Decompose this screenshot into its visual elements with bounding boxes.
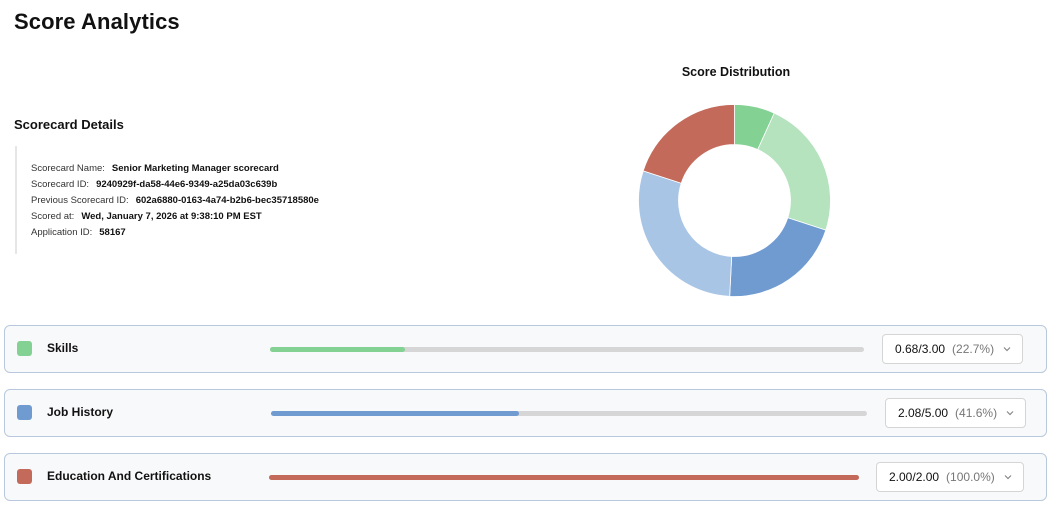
score-percent: (100.0%): [946, 470, 995, 484]
detail-value: Wed, January 7, 2026 at 9:38:10 PM EST: [81, 211, 262, 222]
chevron-down-icon: [1004, 475, 1012, 480]
score-value: 2.00/2.00: [889, 470, 940, 484]
detail-key: Scorecard ID:: [31, 179, 90, 190]
donut-segment-1[interactable]: [757, 112, 831, 231]
page-title: Score Analytics: [14, 9, 180, 34]
score-progress-bar: [270, 347, 864, 352]
score-dropdown[interactable]: 0.68/3.00 (22.7%): [882, 334, 1024, 364]
score-progress-fill: [271, 411, 519, 416]
detail-value: 58167: [99, 227, 126, 238]
category-row-education-and-certifications[interactable]: Education And Certifications 2.00/2.00 (…: [4, 453, 1047, 501]
category-row-skills[interactable]: Skills 0.68/3.00 (22.7%): [4, 325, 1047, 373]
chevron-down-icon: [1006, 411, 1014, 416]
category-label: Skills: [47, 341, 79, 355]
donut-segment-4[interactable]: [642, 104, 735, 184]
detail-value: 9240929f-da58-44e6-9349-a25da03c639b: [96, 179, 278, 190]
detail-key: Previous Scorecard ID:: [31, 195, 129, 206]
detail-row-scored-at: Scored at: Wed, January 7, 2026 at 9:38:1…: [31, 209, 435, 225]
score-percent: (22.7%): [952, 342, 995, 356]
score-value: 2.08/5.00: [898, 406, 949, 420]
category-row-job-history[interactable]: Job History 2.08/5.00 (41.6%): [4, 389, 1047, 437]
score-dropdown[interactable]: 2.00/2.00 (100.0%): [876, 462, 1024, 492]
detail-row-application-id: Application ID: 58167: [31, 225, 435, 241]
category-color-swatch: [17, 341, 32, 356]
detail-value: 602a6880-0163-4a74-b2b6-bec35718580e: [135, 195, 319, 206]
donut-segment-3[interactable]: [638, 170, 733, 297]
category-label: Education And Certifications: [47, 469, 212, 483]
detail-key: Application ID:: [31, 227, 93, 238]
detail-row-scorecard-name: Scorecard Name: Senior Marketing Manager …: [31, 161, 435, 177]
detail-key: Scored at:: [31, 211, 75, 222]
chevron-down-icon: [1003, 347, 1011, 352]
detail-row-previous-scorecard-id: Previous Scorecard ID: 602a6880-0163-4a74…: [31, 193, 435, 209]
scorecard-details-title: Scorecard Details: [14, 117, 124, 132]
score-progress-bar: [269, 475, 859, 480]
score-dropdown[interactable]: 2.08/5.00 (41.6%): [885, 398, 1027, 428]
detail-value: Senior Marketing Manager scorecard: [111, 163, 279, 174]
score-distribution-donut: [638, 104, 831, 297]
score-progress-fill: [269, 475, 859, 480]
score-progress-fill: [270, 347, 405, 352]
score-value: 0.68/3.00: [895, 342, 946, 356]
score-distribution-title: Score Distribution: [681, 65, 791, 79]
score-progress-bar: [271, 411, 867, 416]
detail-row-scorecard-id: Scorecard ID: 9240929f-da58-44e6-9349-a25…: [31, 177, 435, 193]
scorecard-details-panel: Scorecard Name: Senior Marketing Manager …: [15, 146, 435, 254]
detail-key: Scorecard Name:: [31, 163, 105, 174]
category-label: Job History: [47, 405, 114, 419]
category-color-swatch: [17, 405, 32, 420]
category-color-swatch: [17, 469, 32, 484]
score-percent: (41.6%): [955, 406, 998, 420]
donut-segment-2[interactable]: [729, 217, 827, 297]
